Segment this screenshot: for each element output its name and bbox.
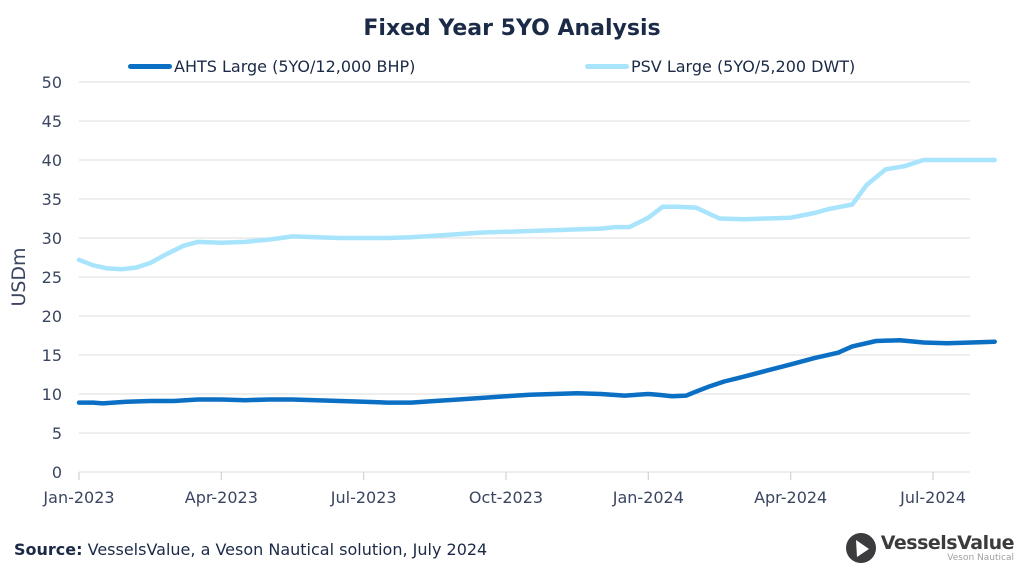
x-tick-label: Jan-2024 <box>612 488 684 507</box>
logo-subtitle: Veson Nautical <box>947 553 1014 563</box>
legend-swatch-psv <box>585 64 629 69</box>
x-tick-label: Apr-2023 <box>185 488 258 507</box>
vesselsvalue-logo: VesselsValue Veson Nautical <box>845 532 1015 564</box>
logo-name: VesselsValue <box>880 532 1015 554</box>
y-tick-labels: 0 5 10 15 20 25 30 35 40 45 50 <box>42 73 62 482</box>
chart-title: Fixed Year 5YO Analysis <box>363 16 661 41</box>
y-tick-label: 35 <box>42 190 62 209</box>
y-tick-label: 50 <box>42 73 62 92</box>
y-tick-label: 0 <box>52 463 62 482</box>
y-tick-label: 45 <box>42 112 62 131</box>
series-line-psv <box>76 157 997 272</box>
legend-item-ahts: AHTS Large (5YO/12,000 BHP) <box>128 57 415 76</box>
legend-swatch-ahts <box>128 64 172 69</box>
source-label: Source: <box>14 540 83 559</box>
y-tick-label: 15 <box>42 346 62 365</box>
legend-item-psv: PSV Large (5YO/5,200 DWT) <box>585 57 855 76</box>
source-text: VesselsValue, a Veson Nautical solution,… <box>82 540 488 559</box>
legend-label-ahts: AHTS Large (5YO/12,000 BHP) <box>174 57 416 76</box>
x-tick-label: Apr-2024 <box>754 488 827 507</box>
x-tick-label: Jan-2023 <box>42 488 114 507</box>
series-line-ahts <box>76 337 997 406</box>
gridlines <box>79 81 970 473</box>
y-tick-label: 30 <box>42 229 62 248</box>
y-tick-label: 20 <box>42 307 62 326</box>
legend-label-psv: PSV Large (5YO/5,200 DWT) <box>631 57 856 76</box>
y-tick-label: 5 <box>52 424 62 443</box>
x-tick-label: Oct-2023 <box>469 488 543 507</box>
x-axis: Jan-2023 Apr-2023 Jul-2023 Oct-2023 Jan-2024… <box>42 472 966 507</box>
y-tick-label: 40 <box>42 151 62 170</box>
logo-icon <box>845 533 876 563</box>
source-note: Source: VesselsValue, a Veson Nautical s… <box>14 540 487 559</box>
x-tick-label: Jul-2023 <box>330 488 397 507</box>
x-tick-label: Jul-2024 <box>899 488 966 507</box>
y-tick-label: 25 <box>42 268 62 287</box>
y-axis-label: USDm <box>8 247 30 306</box>
y-tick-label: 10 <box>42 385 62 404</box>
series-lines <box>76 157 997 406</box>
